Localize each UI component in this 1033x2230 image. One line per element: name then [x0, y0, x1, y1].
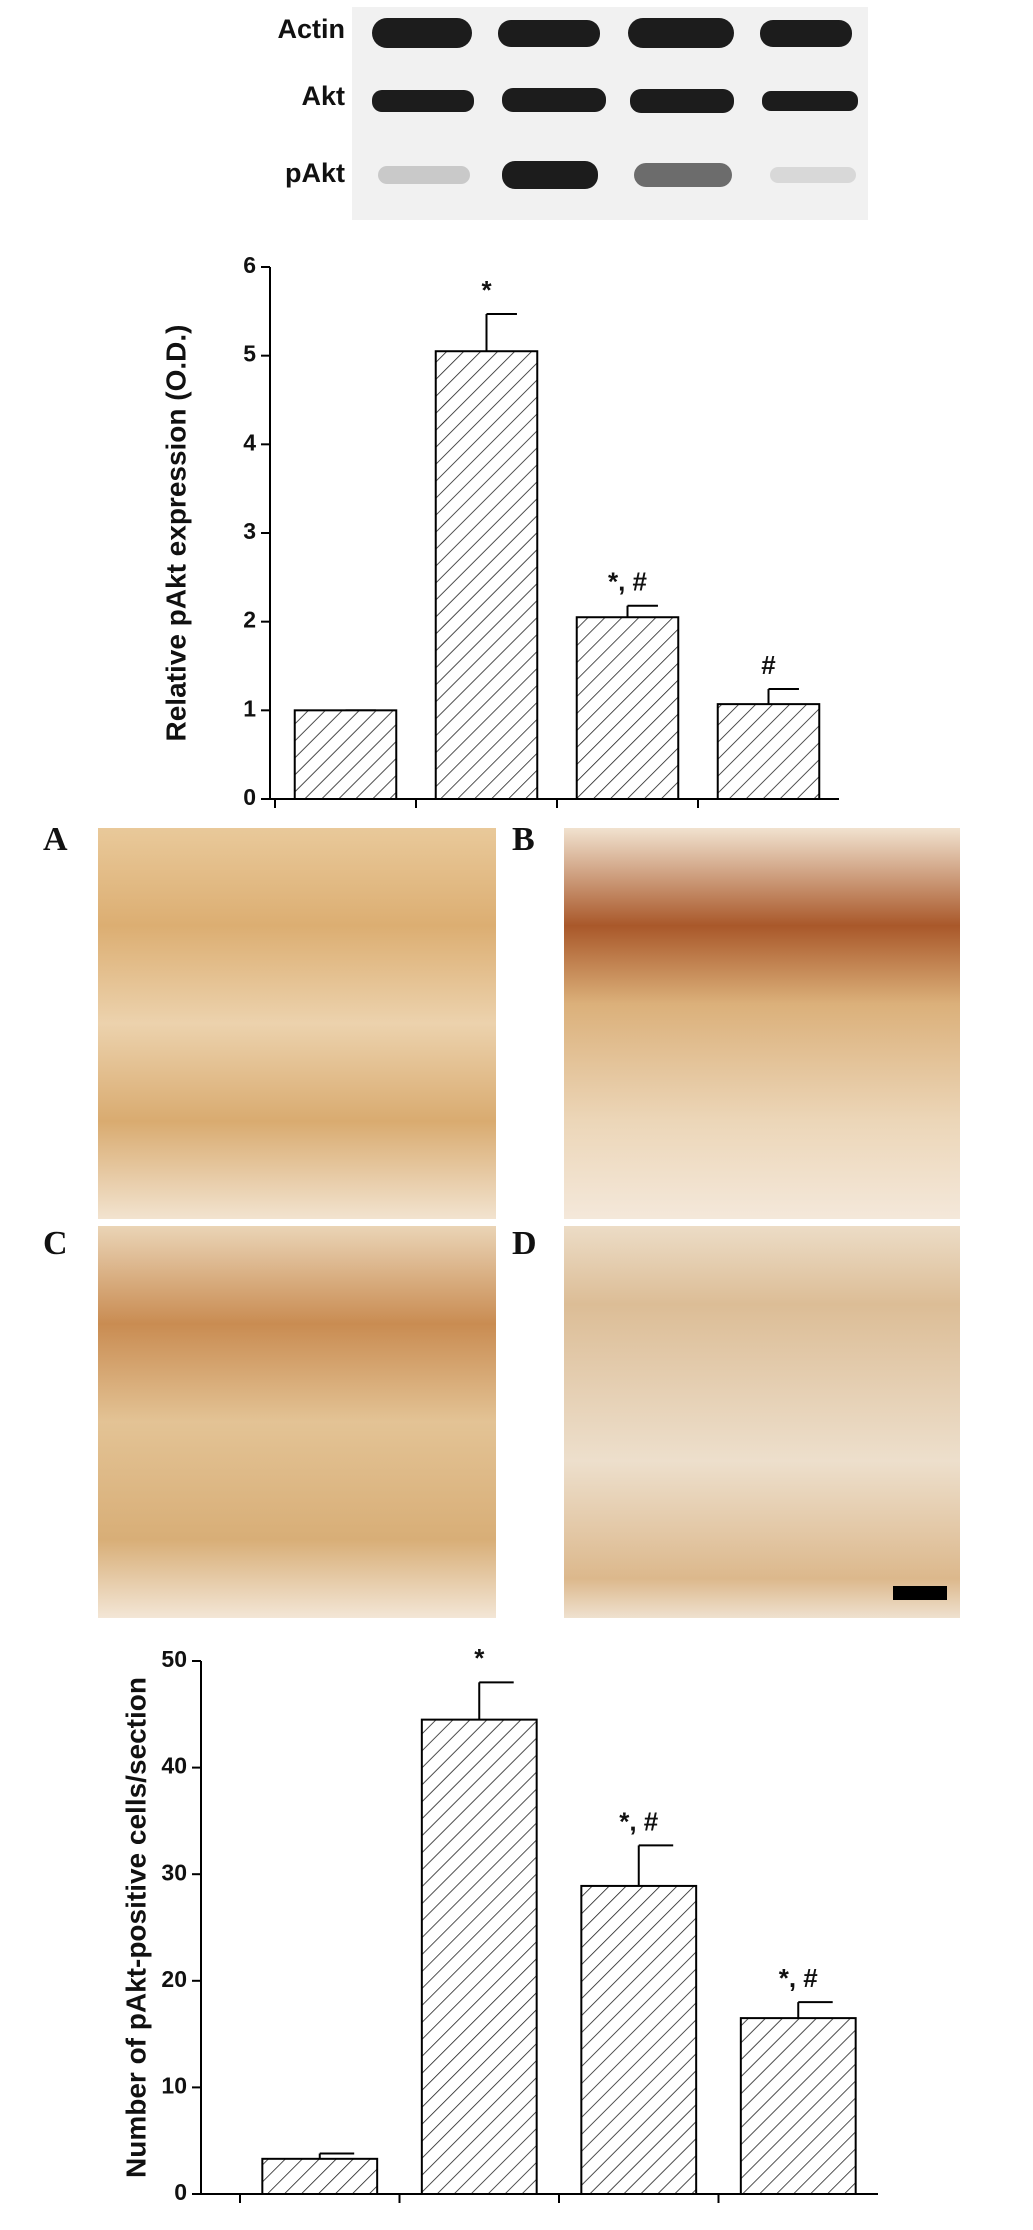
- y-tick-label: 50: [161, 1646, 187, 1672]
- y-tick-label: 20: [161, 1966, 187, 1992]
- y-tick-label: 4: [243, 429, 256, 455]
- bar: [293, 709, 398, 800]
- y-tick-label: 2: [243, 607, 256, 633]
- annotation: *: [474, 1643, 485, 1673]
- y-tick-label: 40: [161, 1753, 187, 1779]
- panel-label: A: [43, 821, 68, 858]
- scale-bar: [893, 1586, 947, 1600]
- micrograph: [564, 1226, 960, 1618]
- y-axis-label: Number of pAkt-positive cells/section: [120, 1677, 151, 2178]
- annotation: #: [761, 650, 776, 680]
- y-tick-label: 0: [243, 784, 256, 810]
- y-tick-label: 10: [161, 2072, 187, 2098]
- blot-label: pAkt: [285, 158, 345, 188]
- panel-label: D: [512, 1225, 537, 1262]
- annotation: *: [481, 275, 492, 305]
- bar: [716, 703, 821, 800]
- bar: [434, 350, 539, 800]
- y-tick-label: 3: [243, 518, 256, 544]
- annotation: *, #: [779, 1963, 819, 1993]
- annotation: *, #: [608, 567, 648, 597]
- bar: [261, 2157, 379, 2196]
- bar: [739, 2017, 857, 2195]
- bar: [580, 1884, 698, 2196]
- blot-label: Akt: [301, 81, 345, 111]
- bar: [420, 1718, 538, 2195]
- y-tick-label: 6: [243, 252, 256, 278]
- y-tick-label: 0: [174, 2179, 187, 2205]
- bar: [575, 616, 680, 800]
- micrograph: [98, 828, 496, 1219]
- blot-label: Actin: [278, 14, 346, 44]
- micrograph: [98, 1226, 496, 1618]
- y-tick-label: 5: [243, 341, 256, 367]
- micrograph: [564, 828, 960, 1219]
- annotation: *, #: [619, 1806, 659, 1836]
- y-tick-label: 30: [161, 1859, 187, 1885]
- y-tick-label: 1: [243, 695, 256, 721]
- blot-bands: [372, 18, 858, 189]
- panel-label: B: [512, 821, 535, 858]
- y-axis-label: Relative pAkt expression (O.D.): [160, 324, 191, 741]
- panel-label: C: [43, 1225, 68, 1262]
